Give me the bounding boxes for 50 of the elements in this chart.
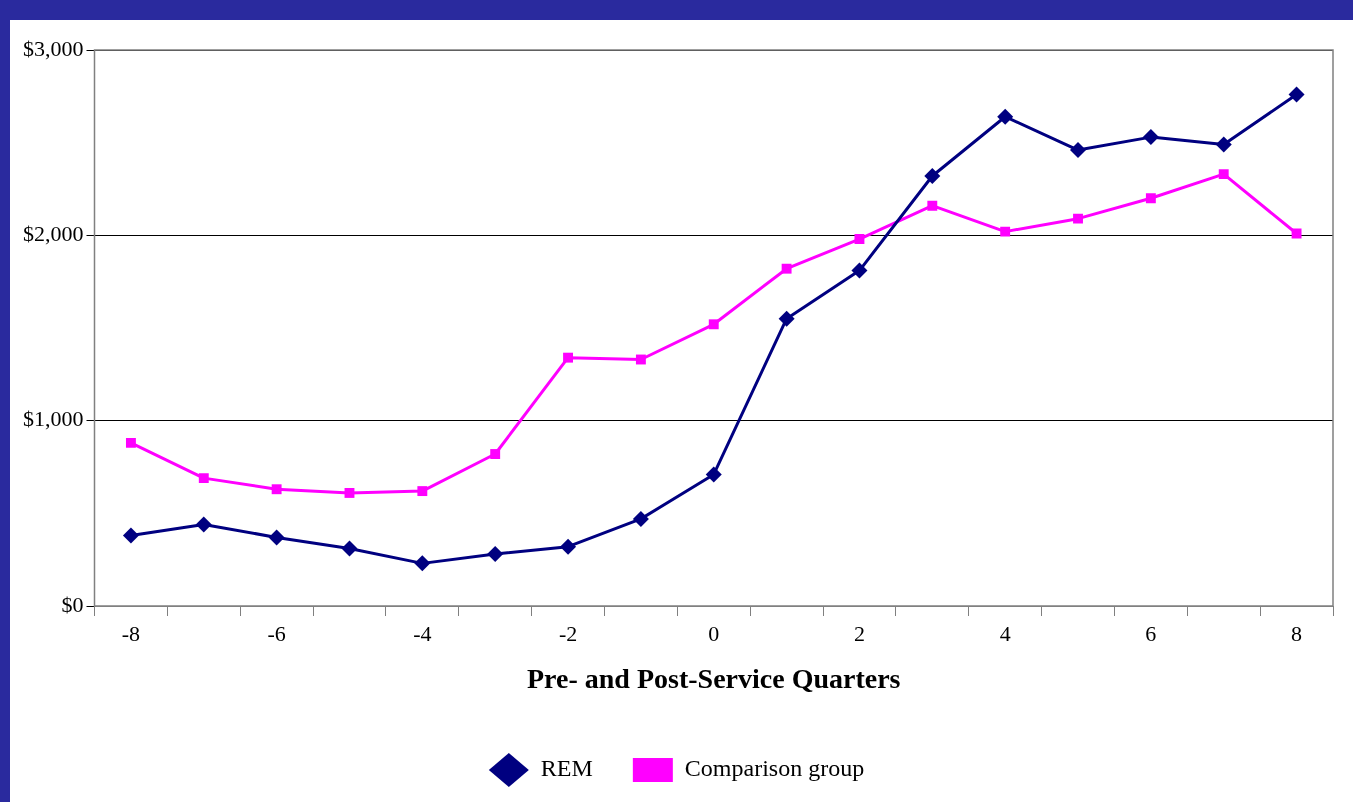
point — [1288, 86, 1305, 103]
point — [705, 466, 722, 483]
point — [924, 168, 941, 185]
x-tick-label: 4 — [999, 620, 1011, 646]
x-tick-label: -8 — [121, 620, 141, 646]
point — [1145, 193, 1156, 204]
point — [563, 352, 573, 363]
point — [1215, 136, 1232, 153]
y-tick-label: $3,000 — [23, 35, 84, 61]
legend-label: Comparison group — [684, 755, 865, 782]
x-tick-label: -2 — [558, 620, 578, 646]
point — [854, 234, 865, 244]
x-tick-label: 8 — [1291, 620, 1303, 646]
point — [927, 200, 938, 211]
point — [560, 538, 577, 555]
point — [1291, 228, 1302, 239]
point — [341, 540, 358, 557]
y-tick-label: $2,000 — [23, 221, 84, 247]
point — [195, 516, 212, 533]
point — [344, 488, 355, 498]
point — [1000, 226, 1011, 237]
x-tick-label: 6 — [1145, 620, 1157, 646]
point — [1142, 129, 1159, 146]
point — [268, 529, 285, 546]
legend-label: REM — [540, 755, 593, 782]
point — [778, 310, 795, 327]
point — [414, 555, 431, 572]
point — [632, 510, 649, 527]
point — [997, 108, 1014, 125]
point — [122, 527, 139, 544]
point — [708, 319, 719, 330]
point — [125, 437, 136, 448]
point — [1218, 169, 1229, 180]
point — [487, 546, 504, 563]
x-tick-label: 2 — [853, 620, 865, 646]
x-tick-label: -4 — [413, 620, 432, 646]
point — [1070, 142, 1087, 159]
point — [198, 473, 209, 484]
point — [781, 263, 792, 274]
point — [490, 449, 501, 459]
point — [1073, 213, 1083, 224]
x-axis-title: Pre- and Post-Service Quarters — [527, 663, 901, 695]
y-tick-label: $0 — [61, 591, 84, 617]
y-tick-label: $1,000 — [23, 406, 84, 432]
point — [851, 262, 868, 279]
x-tick-label: 0 — [708, 620, 720, 646]
point — [635, 354, 646, 365]
point — [417, 486, 428, 497]
point — [271, 484, 282, 495]
x-tick-label: -6 — [267, 620, 286, 646]
